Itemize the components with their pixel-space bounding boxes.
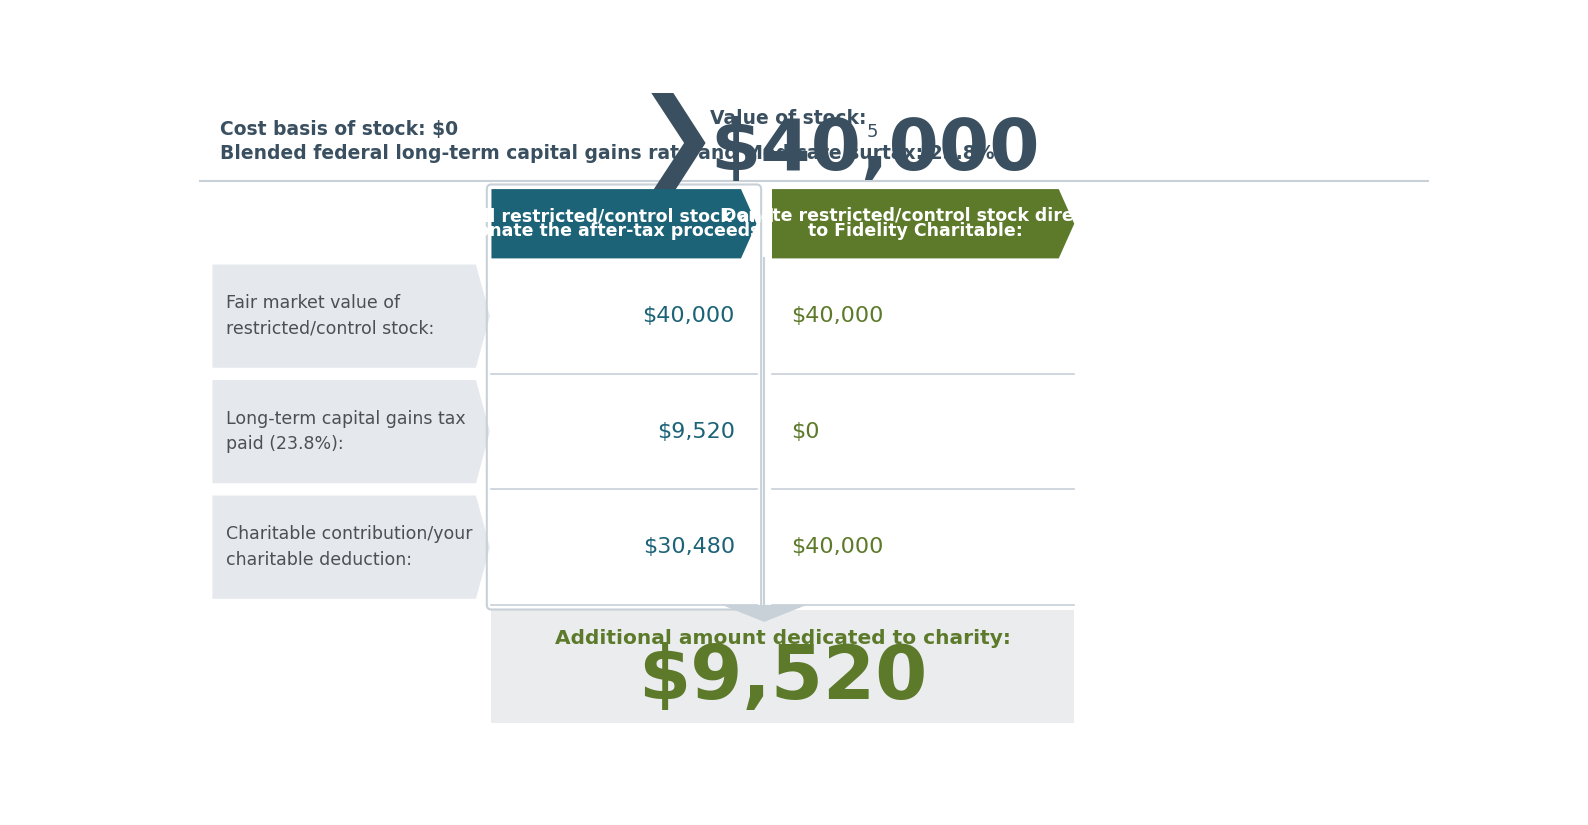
Text: donate the after-tax proceeds:: donate the after-tax proceeds: <box>465 222 767 240</box>
Text: Charitable contribution/your
charitable deduction:: Charitable contribution/your charitable … <box>227 526 473 569</box>
Text: Blended federal long-term capital gains rate and Medicare surtax: 23.8%: Blended federal long-term capital gains … <box>221 144 994 163</box>
Polygon shape <box>213 496 491 599</box>
Text: $40,000: $40,000 <box>791 306 885 326</box>
Text: Donate restricted/control stock directly: Donate restricted/control stock directly <box>721 207 1108 225</box>
Polygon shape <box>213 380 491 483</box>
Text: Long-term capital gains tax
paid (23.8%):: Long-term capital gains tax paid (23.8%)… <box>227 410 465 454</box>
Text: $40,000: $40,000 <box>791 537 885 557</box>
Text: Sell restricted/control stock and: Sell restricted/control stock and <box>459 207 773 225</box>
Text: ❯: ❯ <box>635 93 719 193</box>
Text: $40,000: $40,000 <box>710 116 1040 185</box>
Text: to Fidelity Charitable:: to Fidelity Charitable: <box>808 222 1023 240</box>
Polygon shape <box>721 605 807 622</box>
Text: Fair market value of
restricted/control stock:: Fair market value of restricted/control … <box>227 295 435 338</box>
Text: $9,520: $9,520 <box>657 422 735 441</box>
Text: 5: 5 <box>867 123 878 141</box>
Text: Value of stock:: Value of stock: <box>710 109 867 128</box>
Text: $40,000: $40,000 <box>643 306 735 326</box>
Polygon shape <box>491 189 756 258</box>
Text: $30,480: $30,480 <box>643 537 735 557</box>
Text: Additional amount dedicated to charity:: Additional amount dedicated to charity: <box>554 629 1012 648</box>
Text: $9,520: $9,520 <box>638 643 927 715</box>
Text: Cost basis of stock: $0: Cost basis of stock: $0 <box>221 120 459 139</box>
Polygon shape <box>213 265 491 368</box>
Polygon shape <box>772 189 1073 258</box>
FancyBboxPatch shape <box>491 610 1073 723</box>
Text: $0: $0 <box>791 422 819 441</box>
